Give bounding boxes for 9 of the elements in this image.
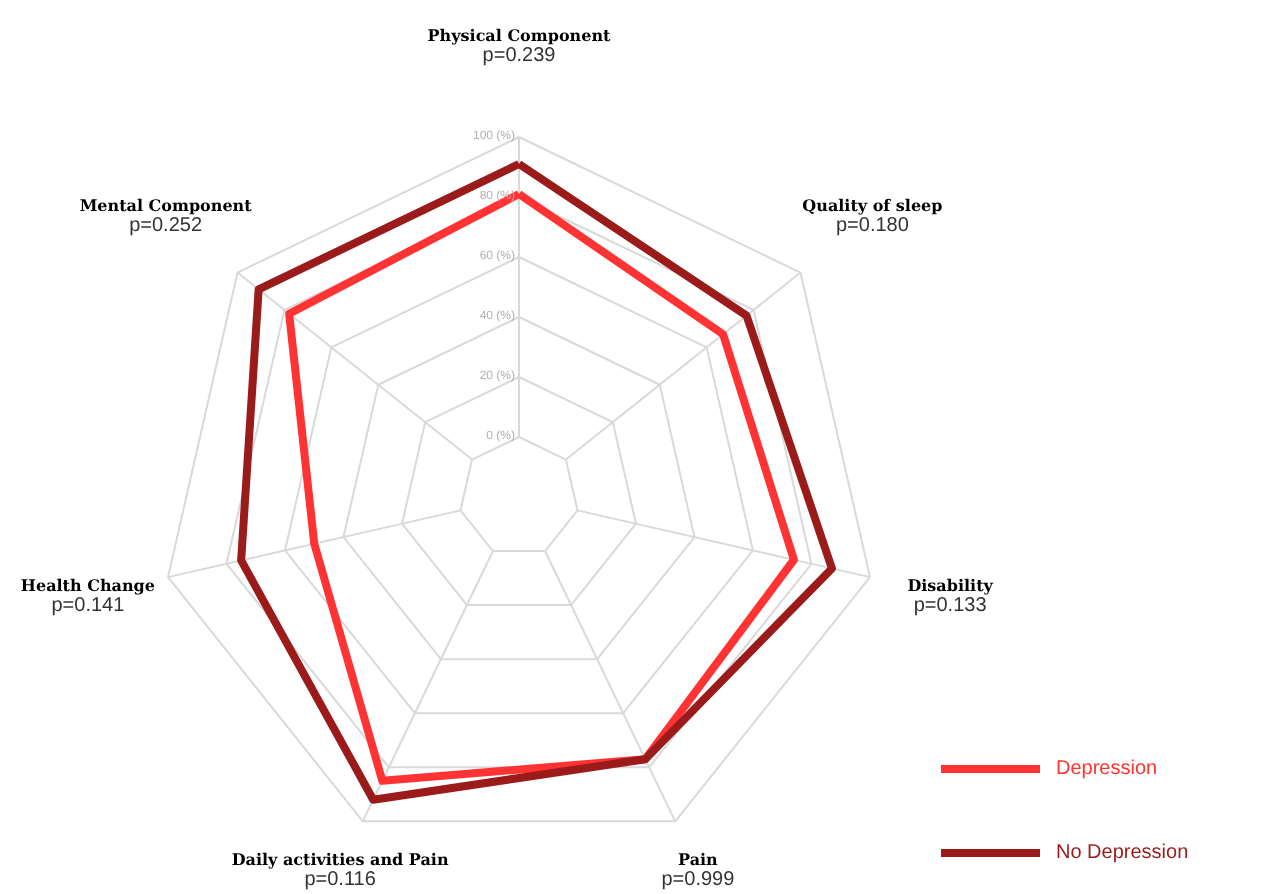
spoke-label: Daily activities and Pain p=0.116 — [231, 848, 449, 891]
spoke-label: Pain p=0.999 — [661, 848, 736, 891]
legend-label: Depression — [1056, 757, 1158, 779]
legend-label: No Depression — [1056, 841, 1189, 863]
spoke-label: Disability p=0.133 — [907, 575, 994, 618]
spoke-label: Physical Component p=0.239 — [427, 25, 612, 67]
spoke-label: Mental Component p=0.252 — [79, 195, 253, 238]
spoke-label: Quality of sleep p=0.180 — [802, 195, 944, 238]
spoke-label: Health Change p=0.141 — [20, 575, 155, 618]
